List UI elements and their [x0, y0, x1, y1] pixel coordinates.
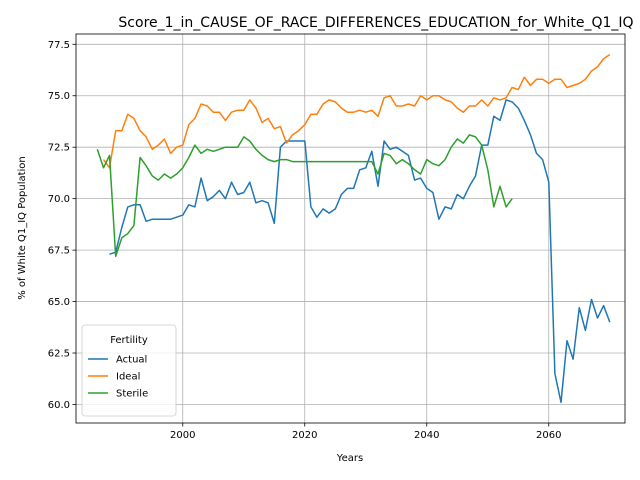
- y-tick-label: 67.5: [48, 246, 70, 257]
- plot-frame: [75, 33, 626, 424]
- series-line-ideal: [102, 53, 611, 169]
- legend-label-sterile: Sterile: [116, 389, 148, 400]
- x-axis-label: Years: [336, 453, 363, 464]
- legend-label-ideal: Ideal: [116, 372, 140, 383]
- x-axis-ticks: 2000 2020 2040 2060: [170, 423, 561, 441]
- x-tick-label: 2060: [536, 430, 561, 441]
- legend: Fertility Actual Ideal Sterile: [81, 324, 177, 417]
- x-tick-label: 2040: [414, 430, 439, 441]
- legend-items: Actual Ideal Sterile: [88, 355, 148, 400]
- chart-title: Score_1_in_CAUSE_OF_RACE_DIFFERENCES_EDU…: [118, 15, 633, 31]
- y-axis-ticks: 60.0 62.5 65.0 67.5 70.0 72.5 75.0 77.5: [48, 40, 76, 411]
- y-tick-label: 70.0: [48, 194, 70, 205]
- y-tick-label: 72.5: [48, 143, 70, 154]
- series-line-actual: [109, 99, 611, 404]
- y-tick-label: 77.5: [48, 40, 70, 51]
- series-lines: [96, 53, 611, 404]
- series-line-sterile: [96, 134, 513, 258]
- y-tick-label: 62.5: [48, 349, 70, 360]
- y-axis-label: % of White Q1_IQ Population: [17, 156, 28, 300]
- legend-label-actual: Actual: [116, 355, 147, 366]
- legend-title: Fertility: [110, 335, 148, 346]
- y-tick-label: 75.0: [48, 91, 70, 102]
- x-tick-label: 2020: [292, 430, 317, 441]
- x-tick-label: 2000: [170, 430, 195, 441]
- y-tick-label: 65.0: [48, 297, 70, 308]
- grid: [76, 34, 625, 423]
- y-tick-label: 60.0: [48, 400, 70, 411]
